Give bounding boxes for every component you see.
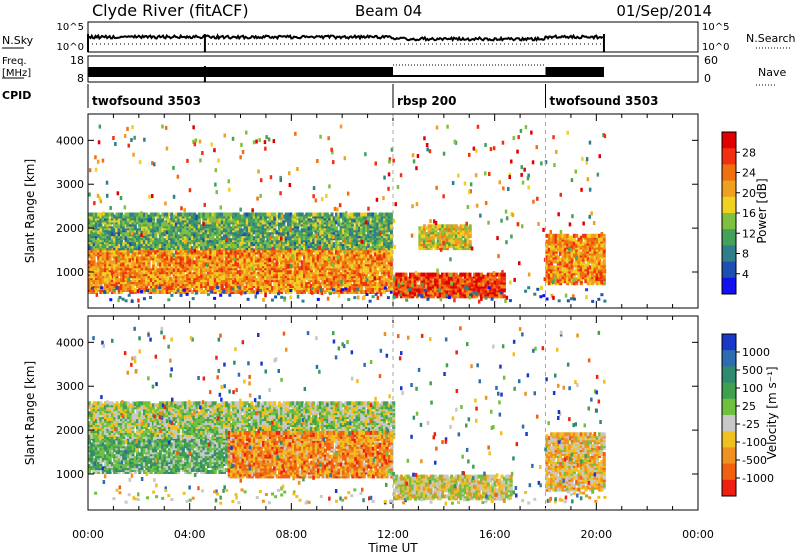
heatmap-cell bbox=[331, 213, 334, 217]
heatmap-cell bbox=[335, 226, 338, 230]
nsky-label: N.Sky bbox=[2, 34, 34, 47]
cpid-segment-label: rbsp 200 bbox=[397, 94, 456, 108]
heatmap-cell bbox=[390, 224, 393, 228]
cpid-segment-label: twofsound 3503 bbox=[550, 94, 659, 108]
heatmap-cell bbox=[93, 256, 96, 260]
heatmap-cell bbox=[134, 224, 137, 228]
heatmap-cell bbox=[198, 218, 201, 222]
cpid-segments: twofsound 3503 rbsp 200 twofsound 3503 bbox=[88, 84, 658, 108]
cpid-label: CPID bbox=[2, 89, 31, 102]
heatmap-cell bbox=[390, 213, 393, 217]
freq-label-top: Freq. bbox=[2, 56, 27, 67]
heatmap-cell bbox=[390, 270, 393, 274]
beam-label: Beam 04 bbox=[355, 2, 422, 20]
cpid-segment-label: twofsound 3503 bbox=[92, 94, 201, 108]
freq-band bbox=[88, 67, 393, 77]
nave-label: Nave bbox=[758, 66, 786, 79]
nsky-tick-top: 10^5 bbox=[57, 22, 84, 33]
heatmap-cell bbox=[404, 273, 407, 277]
nsearch-label: N.Search bbox=[746, 32, 796, 45]
heatmap-cell bbox=[390, 256, 393, 260]
freq-band bbox=[546, 67, 604, 77]
freq-panel: Freq. [MHz] 18 8 60 0 Nave bbox=[2, 54, 786, 85]
heatmap-cell bbox=[469, 273, 472, 277]
heatmap-cell bbox=[337, 218, 340, 222]
freq-label-bottom: [MHz] bbox=[2, 68, 31, 79]
nsearch-tick-top: 10^5 bbox=[702, 22, 729, 33]
heatmap-cell bbox=[390, 218, 393, 222]
heatmap-cell bbox=[134, 288, 137, 292]
heatmap-cell bbox=[390, 266, 393, 270]
station-title: Clyde River (fitACF) bbox=[92, 1, 249, 20]
nsky-tick-bottom: 10^0 bbox=[57, 42, 84, 53]
nsearch-tick-bottom: 10^0 bbox=[702, 42, 729, 53]
date-label: 01/Sep/2014 bbox=[616, 2, 712, 20]
freq-trace bbox=[88, 65, 604, 82]
freq-tick-top: 18 bbox=[70, 54, 84, 67]
heatmap-cell bbox=[390, 262, 393, 266]
nave-tick-bottom: 0 bbox=[704, 72, 711, 85]
freq-tick-bottom: 8 bbox=[77, 72, 84, 85]
nsky-trace bbox=[88, 34, 604, 52]
nsky-line bbox=[88, 36, 603, 41]
nsky-panel: N.Sky 10^5 10^0 10^5 10^0 N.Search bbox=[2, 22, 796, 53]
nave-tick-top: 60 bbox=[704, 54, 718, 67]
